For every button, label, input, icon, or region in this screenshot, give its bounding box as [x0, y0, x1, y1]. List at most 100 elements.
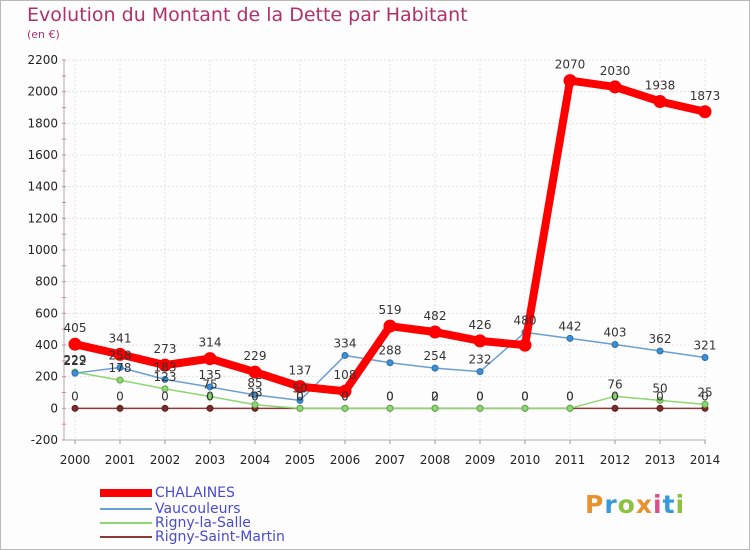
data-label-rigny-saint-martin-2003: 0 — [206, 389, 214, 403]
x-tick-label-1: 2001 — [105, 453, 136, 467]
data-label-rigny-la-salle-2002: 123 — [154, 370, 177, 384]
data-label-vaucouleurs-2003: 135 — [199, 368, 222, 382]
data-label-chalaines-2012: 2030 — [600, 64, 631, 78]
data-label-vaucouleurs-2007: 288 — [379, 344, 402, 358]
y-tick-label-5: 800 — [35, 275, 58, 289]
point-rigny-la-salle-2006 — [341, 404, 349, 412]
data-label-rigny-la-salle-2000: 229 — [64, 353, 87, 367]
legend-swatch-rigny-saint-martin — [100, 536, 152, 538]
logo-letter: o — [617, 490, 636, 519]
point-vaucouleurs-2006 — [341, 351, 349, 359]
legend-label-rigny-la-salle: Rigny-la-Salle — [155, 515, 251, 531]
point-vaucouleurs-2012 — [611, 341, 619, 349]
data-label-rigny-saint-martin-2011: 0 — [566, 389, 574, 403]
proxiti-logo: Proxiti — [585, 490, 685, 519]
point-vaucouleurs-2009 — [476, 368, 484, 376]
y-tick-label-10: 1800 — [27, 116, 58, 130]
data-label-rigny-saint-martin-2007: 0 — [386, 389, 394, 403]
data-label-vaucouleurs-2009: 232 — [469, 353, 492, 367]
data-label-rigny-saint-martin-2013: 0 — [656, 389, 664, 403]
data-label-vaucouleurs-2006: 334 — [334, 336, 357, 350]
point-chalaines-2001 — [113, 347, 127, 361]
data-label-rigny-la-salle-2013: 50 — [652, 381, 667, 395]
data-label-chalaines-2007: 519 — [379, 303, 402, 317]
point-vaucouleurs-2005 — [296, 396, 304, 404]
point-chalaines-2008 — [428, 325, 442, 339]
legend-label-chalaines: CHALAINES — [155, 485, 235, 501]
y-tick-label-2: 200 — [35, 370, 58, 384]
data-label-rigny-saint-martin-2001: 0 — [116, 389, 124, 403]
chart-subtitle: (en €) — [27, 28, 60, 41]
data-label-vaucouleurs-2013: 362 — [649, 332, 672, 346]
data-label-vaucouleurs-2011: 442 — [559, 319, 582, 333]
data-label-vaucouleurs-2008: 254 — [424, 349, 447, 363]
point-rigny-la-salle-2008 — [431, 404, 439, 412]
data-label-chalaines-2005: 137 — [289, 364, 312, 378]
data-label-chalaines-2004: 229 — [244, 349, 267, 363]
point-rigny-la-salle-2014 — [701, 400, 709, 408]
point-vaucouleurs-2001 — [116, 363, 124, 371]
point-rigny-la-salle-2009 — [476, 404, 484, 412]
y-tick-label-1: 0 — [50, 401, 58, 415]
x-tick-label-2: 2002 — [150, 453, 181, 467]
data-label-rigny-saint-martin-2006: 0 — [341, 389, 349, 403]
data-label-vaucouleurs-2002: 183 — [154, 360, 177, 374]
data-label-rigny-la-salle-2005: 0 — [296, 389, 304, 403]
data-label-rigny-la-salle-2008: 2 — [431, 389, 439, 403]
logo-letter: t — [662, 490, 676, 519]
point-rigny-la-salle-2004 — [251, 401, 259, 409]
x-tick-label-9: 2009 — [465, 453, 496, 467]
data-label-chalaines-2009: 426 — [469, 318, 492, 332]
data-label-chalaines-2001: 341 — [109, 331, 132, 345]
logo-letter: x — [635, 490, 653, 519]
data-label-vaucouleurs-2012: 403 — [604, 326, 627, 340]
point-vaucouleurs-2004 — [251, 391, 259, 399]
data-label-rigny-la-salle-2010: 0 — [521, 389, 529, 403]
point-rigny-la-salle-2007 — [386, 404, 394, 412]
point-vaucouleurs-2002 — [161, 375, 169, 383]
point-rigny-saint-martin-2002 — [161, 404, 169, 412]
data-label-rigny-la-salle-2001: 178 — [109, 361, 132, 375]
point-vaucouleurs-2003 — [206, 383, 214, 391]
data-label-rigny-saint-martin-2012: 0 — [611, 389, 619, 403]
data-label-chalaines-2003: 314 — [199, 336, 222, 350]
x-tick-label-3: 2003 — [195, 453, 226, 467]
data-label-rigny-saint-martin-2002: 0 — [161, 389, 169, 403]
x-tick-label-13: 2013 — [645, 453, 676, 467]
data-label-rigny-saint-martin-2014: 0 — [701, 389, 709, 403]
data-label-chalaines-2013: 1938 — [645, 78, 676, 92]
chart-title: Evolution du Montant de la Dette par Hab… — [27, 4, 468, 26]
point-rigny-la-salle-2005 — [296, 404, 304, 412]
data-label-vaucouleurs-2004: 85 — [247, 376, 262, 390]
point-chalaines-2012 — [608, 80, 622, 94]
logo-letter: i — [675, 490, 686, 519]
logo-letter: P — [585, 490, 605, 519]
point-chalaines-2010 — [518, 338, 532, 352]
point-chalaines-2014 — [698, 105, 712, 119]
point-chalaines-2000 — [68, 337, 82, 351]
data-label-chalaines-2000: 405 — [64, 321, 87, 335]
x-tick-label-14: 2014 — [690, 453, 721, 467]
data-label-rigny-saint-martin-2004: 0 — [251, 389, 259, 403]
data-label-rigny-saint-martin-2008: 0 — [431, 389, 439, 403]
data-label-rigny-saint-martin-2009: 0 — [476, 389, 484, 403]
data-label-vaucouleurs-2014: 321 — [694, 339, 717, 353]
data-label-chalaines-2006: 108 — [334, 368, 357, 382]
legend-item-rigny-saint-martin: Rigny-Saint-Martin — [100, 529, 285, 545]
legend-item-chalaines: CHALAINES — [100, 485, 235, 501]
point-chalaines-2005 — [293, 380, 307, 394]
point-chalaines-2007 — [383, 319, 397, 333]
y-tick-label-9: 1600 — [27, 148, 58, 162]
data-label-rigny-la-salle-2007: 0 — [386, 389, 394, 403]
legend-item-vaucouleurs: Vaucouleurs — [100, 501, 241, 517]
point-chalaines-2006 — [338, 384, 352, 398]
data-label-rigny-la-salle-2012: 76 — [607, 377, 622, 391]
point-chalaines-2011 — [563, 74, 577, 88]
point-vaucouleurs-2011 — [566, 334, 574, 342]
x-tick-label-0: 2000 — [60, 453, 91, 467]
x-tick-label-7: 2007 — [375, 453, 406, 467]
x-tick-label-10: 2010 — [510, 453, 541, 467]
point-chalaines-2003 — [203, 352, 217, 366]
